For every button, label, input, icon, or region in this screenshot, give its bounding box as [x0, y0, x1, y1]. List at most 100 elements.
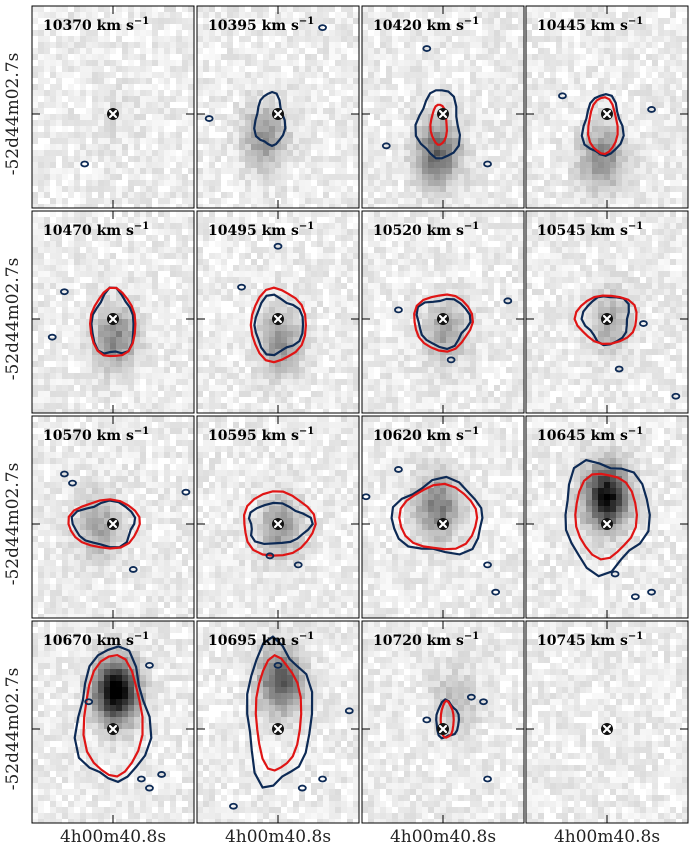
position-marker-icon [601, 108, 613, 120]
contour-speck [381, 142, 391, 150]
panel-frame [196, 5, 360, 209]
contour-speck [80, 160, 90, 168]
contour-inner [429, 103, 449, 146]
contour-outer [253, 293, 305, 357]
x-tick-label: 4h00m40.8s [390, 827, 496, 847]
contour-speck [491, 588, 501, 596]
velocity-label: 10670 km s−1 [43, 631, 149, 649]
panel-frame [525, 210, 689, 414]
contour-inner [254, 654, 303, 772]
contour-speck [483, 160, 492, 168]
x-tick-label: 4h00m40.8s [60, 827, 166, 847]
x-tick-label: 4h00m40.8s [554, 827, 660, 847]
channel-panel: 10670 km s−1 [31, 620, 195, 824]
contour-speck [394, 306, 403, 314]
panel-frame [525, 5, 689, 209]
channel-panel: 10645 km s−1 [525, 415, 689, 619]
contour-outer [414, 89, 462, 160]
contour-inner [88, 286, 137, 358]
channel-panel: 10695 km s−1 [196, 620, 360, 824]
channel-panel: 10720 km s−1 [361, 620, 525, 824]
contour-speck [558, 92, 567, 100]
velocity-label: 10695 km s−1 [208, 631, 314, 649]
position-marker-icon [107, 313, 119, 325]
contour-speck [297, 784, 307, 792]
contour-outer [70, 499, 137, 549]
contour-inner [398, 482, 479, 551]
velocity-label: 10570 km s−1 [43, 426, 149, 444]
contour-inner [82, 653, 144, 778]
contour-speck [204, 115, 214, 122]
contour-speck [362, 493, 371, 501]
contour-inner [439, 699, 455, 739]
contour-speck [483, 561, 492, 569]
contour-speck [265, 552, 275, 560]
contour-speck [422, 45, 432, 52]
position-marker-icon [437, 313, 449, 325]
channel-panel: 10520 km s−1 [361, 210, 525, 414]
position-marker-icon [272, 723, 284, 735]
velocity-label: 10395 km s−1 [208, 16, 314, 34]
channel-panel: 10570 km s−1 [31, 415, 195, 619]
velocity-label: 10420 km s−1 [373, 16, 479, 34]
contour-outer [253, 90, 287, 148]
position-marker-icon [601, 518, 613, 530]
panel-frame [31, 415, 195, 619]
contour-speck [293, 561, 303, 569]
contour-speck [466, 693, 476, 701]
contour-speck [145, 784, 154, 792]
contour-speck [630, 593, 640, 601]
position-marker-icon [437, 723, 449, 735]
velocity-label: 10495 km s−1 [208, 221, 314, 239]
contour-speck [318, 775, 327, 783]
panel-frame [525, 620, 689, 824]
contour-speck [614, 365, 624, 373]
position-marker-icon [272, 108, 284, 120]
velocity-label: 10370 km s−1 [43, 16, 149, 34]
contour-speck [145, 661, 154, 669]
contour-inner [67, 498, 141, 550]
contour-inner [413, 293, 475, 353]
velocity-label: 10445 km s−1 [537, 16, 643, 34]
velocity-label: 10620 km s−1 [373, 426, 479, 444]
contour-inner [574, 472, 639, 561]
contour-speck [671, 392, 681, 400]
channel-panel: 10370 km s−1 [31, 5, 195, 209]
velocity-label: 10595 km s−1 [208, 426, 314, 444]
contour-speck [483, 775, 492, 783]
panel-frame [31, 210, 195, 414]
y-tick-label: -52d44m02.7s [3, 463, 23, 586]
channel-panel: 10595 km s−1 [196, 415, 360, 619]
contour-speck [422, 716, 432, 724]
contour-outer [247, 501, 314, 546]
panel-frame [525, 415, 689, 619]
panel-frame [31, 620, 195, 824]
channel-panel: 10470 km s−1 [31, 210, 195, 414]
velocity-label: 10520 km s−1 [373, 221, 479, 239]
contour-inner [586, 96, 619, 156]
velocity-label: 10645 km s−1 [537, 426, 643, 444]
contour-outer [90, 286, 135, 355]
position-marker-icon [601, 313, 613, 325]
contour-speck [273, 661, 283, 669]
velocity-label: 10720 km s−1 [373, 631, 479, 649]
contour-speck [84, 698, 94, 706]
contour-outer [390, 475, 484, 556]
panel-frame [196, 620, 360, 824]
panel-frame [361, 210, 525, 414]
contour-speck [128, 566, 138, 573]
contour-speck [647, 588, 656, 596]
velocity-label: 10745 km s−1 [537, 631, 643, 649]
channel-panel: 10445 km s−1 [525, 5, 689, 209]
contour-speck [344, 707, 354, 715]
contour-inner [573, 294, 638, 346]
contour-speck [136, 775, 146, 783]
position-marker-icon [107, 723, 119, 735]
contour-speck [47, 333, 57, 341]
channel-panel: 10620 km s−1 [361, 415, 525, 619]
y-tick-label: -52d44m02.7s [3, 668, 23, 791]
contour-outer [435, 698, 461, 740]
contour-speck [68, 479, 77, 487]
channel-panel: 10545 km s−1 [525, 210, 689, 414]
